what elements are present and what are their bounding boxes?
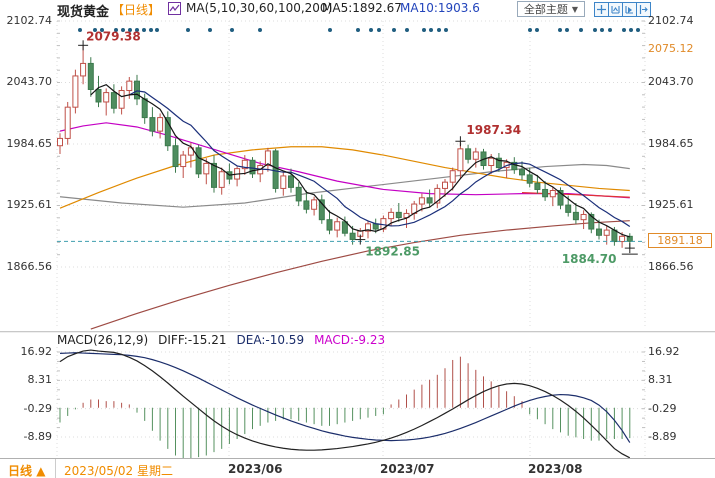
y-axis-label-right: 1984.65: [648, 137, 694, 150]
price-annotation: 1892.85: [365, 245, 420, 259]
y-axis-label-left: 2102.74: [6, 14, 53, 27]
y-axis-label-right: 1925.61: [648, 198, 694, 212]
y-axis-label-left: 2043.70: [6, 75, 53, 89]
theme-dropdown[interactable]: 全部主题 ▼: [517, 1, 585, 17]
y-axis-label-right: 2043.70: [648, 75, 694, 89]
panel-divider: [0, 331, 715, 332]
x-axis-month-label: 2023/08: [528, 462, 583, 476]
x-axis-month-label: 2023/07: [380, 462, 435, 476]
main-chart-canvas[interactable]: 2079.38 1987.34 1892.85 1884.70: [0, 18, 715, 330]
chevron-down-icon: ▼: [571, 4, 579, 14]
macd-axis-label-left: -8.89: [23, 430, 52, 443]
macd-header: MACD(26,12,9) DIFF:-15.21 DEA:-10.59 MACD:-…: [57, 333, 395, 347]
last-price-axis-badge: 1891.18: [648, 233, 712, 249]
ma-group-label: MA(5,10,30,60,100,200): [186, 1, 333, 15]
period-tag: 【日线】: [112, 3, 161, 17]
macd-dea-value: DEA:-10.59: [236, 333, 305, 347]
macd-macd-value: MACD:-9.23: [314, 333, 386, 347]
range-select-icon[interactable]: [608, 2, 623, 17]
price-annotation: 1987.34: [466, 123, 521, 137]
macd-canvas[interactable]: [0, 345, 715, 459]
ma10-value: MA10:1903.6: [400, 1, 480, 15]
triangle-up-icon: ▲: [36, 464, 46, 478]
macd-axis-label-right: -0.29: [648, 401, 677, 415]
y-axis-label-right: 2102.74: [648, 14, 694, 27]
zoom-icon[interactable]: [622, 2, 637, 17]
ma5-value: MA5:1892.67: [322, 1, 402, 15]
period-selector[interactable]: 日线 ▲: [8, 464, 46, 478]
kline-chart-icon: [168, 2, 181, 18]
price-annotation: 2079.38: [86, 29, 141, 43]
y-axis-label-left: 1984.65: [6, 137, 53, 150]
panel-divider-shadow: [0, 332, 715, 333]
macd-axis-label-right: -8.89: [648, 430, 677, 443]
high-price-axis-label: 2075.12: [648, 41, 694, 55]
macd-axis-label-left: -0.29: [23, 401, 52, 415]
macd-axis-label-right: 16.92: [648, 345, 680, 358]
y-axis-label-left: 1925.61: [6, 198, 53, 212]
chart-header: 现货黄金 【日线】 MA(5,10,30,60,100,200) MA5:189…: [0, 0, 715, 20]
time-axis-bar: 日线 ▲ 2023/05/02 星期二 2023/06 2023/07 2023/0…: [0, 458, 715, 478]
pan-right-icon[interactable]: [636, 2, 651, 17]
crosshair-icon[interactable]: [594, 2, 609, 17]
footer-separator: [55, 459, 56, 478]
macd-axis-label-left: 16.92: [20, 345, 53, 358]
y-axis-label-left: 1866.56: [6, 260, 53, 273]
macd-params-label: MACD(26,12,9): [57, 333, 149, 347]
price-annotation: 1884.70: [562, 252, 617, 266]
start-date-label: 2023/05/02 星期二: [64, 464, 173, 478]
macd-axis-label-right: 8.31: [648, 373, 673, 387]
y-axis-label-right: 1866.56: [648, 260, 694, 273]
macd-axis-label-left: 8.31: [27, 373, 53, 387]
macd-diff-value: DIFF:-15.21: [158, 333, 227, 347]
theme-dropdown-label: 全部主题: [523, 3, 568, 16]
instrument-title: 现货黄金: [57, 5, 110, 20]
x-axis-month-label: 2023/06: [228, 462, 283, 476]
